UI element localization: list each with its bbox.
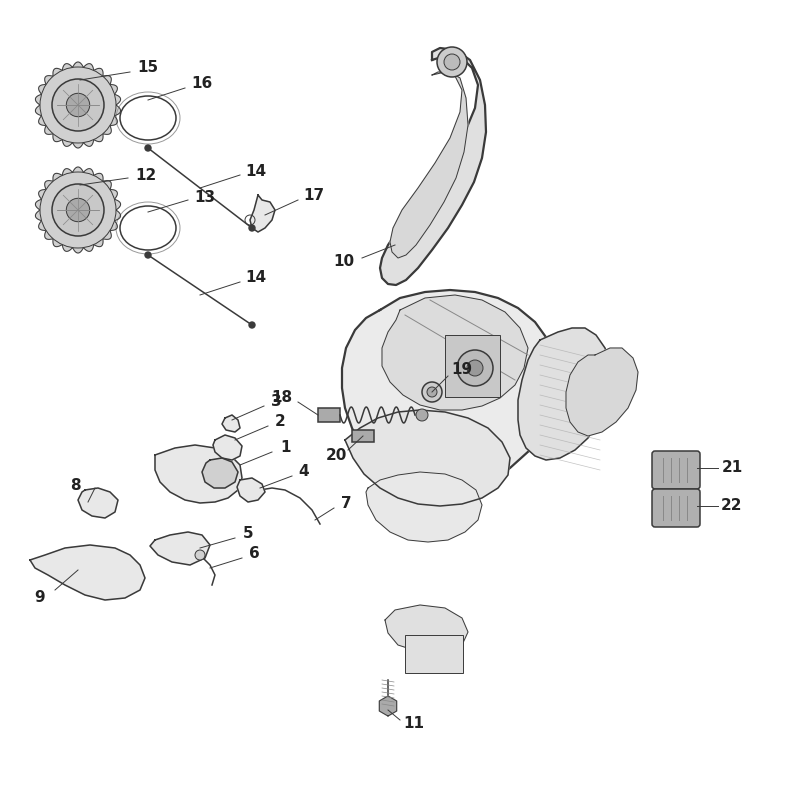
Circle shape xyxy=(66,198,90,222)
Circle shape xyxy=(145,252,151,258)
Polygon shape xyxy=(518,328,610,460)
Text: 14: 14 xyxy=(246,270,266,286)
Polygon shape xyxy=(366,472,482,542)
Circle shape xyxy=(52,79,104,131)
FancyBboxPatch shape xyxy=(352,430,374,442)
FancyBboxPatch shape xyxy=(318,408,340,422)
FancyBboxPatch shape xyxy=(445,335,500,397)
Polygon shape xyxy=(213,435,242,460)
Text: 19: 19 xyxy=(451,362,473,378)
Circle shape xyxy=(427,387,437,397)
Polygon shape xyxy=(379,696,397,716)
Text: 20: 20 xyxy=(326,449,346,463)
Text: 9: 9 xyxy=(34,590,46,606)
FancyBboxPatch shape xyxy=(652,489,700,527)
Text: 4: 4 xyxy=(298,465,310,479)
Circle shape xyxy=(145,145,151,151)
Text: 3: 3 xyxy=(270,394,282,410)
Polygon shape xyxy=(237,478,265,502)
Circle shape xyxy=(40,67,116,143)
Text: 8: 8 xyxy=(70,478,80,493)
Text: 7: 7 xyxy=(341,497,351,511)
FancyBboxPatch shape xyxy=(405,635,463,673)
Text: 17: 17 xyxy=(303,189,325,203)
Text: 10: 10 xyxy=(334,254,354,270)
Polygon shape xyxy=(342,290,558,494)
Polygon shape xyxy=(222,415,240,432)
Text: 11: 11 xyxy=(403,717,425,731)
Polygon shape xyxy=(345,410,510,506)
Polygon shape xyxy=(382,295,528,410)
Circle shape xyxy=(467,360,483,376)
Polygon shape xyxy=(155,445,242,503)
Polygon shape xyxy=(566,348,638,436)
Circle shape xyxy=(66,94,90,117)
Circle shape xyxy=(249,322,255,328)
Circle shape xyxy=(40,172,116,248)
Polygon shape xyxy=(250,195,275,232)
Polygon shape xyxy=(35,62,121,148)
Text: 5: 5 xyxy=(242,526,254,542)
Text: 6: 6 xyxy=(249,546,259,562)
Text: 21: 21 xyxy=(722,461,742,475)
Text: 12: 12 xyxy=(135,167,157,182)
Polygon shape xyxy=(35,167,121,253)
Circle shape xyxy=(249,225,255,231)
Text: 1: 1 xyxy=(281,441,291,455)
Text: 13: 13 xyxy=(194,190,215,205)
Circle shape xyxy=(195,550,205,560)
Circle shape xyxy=(437,47,467,77)
FancyBboxPatch shape xyxy=(652,451,700,489)
Polygon shape xyxy=(380,48,486,285)
Circle shape xyxy=(422,382,442,402)
Polygon shape xyxy=(30,545,145,600)
Text: 14: 14 xyxy=(246,165,266,179)
Circle shape xyxy=(457,350,493,386)
Circle shape xyxy=(416,409,428,421)
Polygon shape xyxy=(390,72,468,258)
Polygon shape xyxy=(385,605,468,652)
Polygon shape xyxy=(202,458,238,488)
Text: 22: 22 xyxy=(722,498,742,514)
Polygon shape xyxy=(78,488,118,518)
Text: 16: 16 xyxy=(191,77,213,91)
Polygon shape xyxy=(150,532,210,565)
Text: 18: 18 xyxy=(271,390,293,406)
Circle shape xyxy=(444,54,460,70)
Text: 15: 15 xyxy=(138,61,158,75)
Text: 2: 2 xyxy=(274,414,286,430)
Circle shape xyxy=(52,184,104,236)
